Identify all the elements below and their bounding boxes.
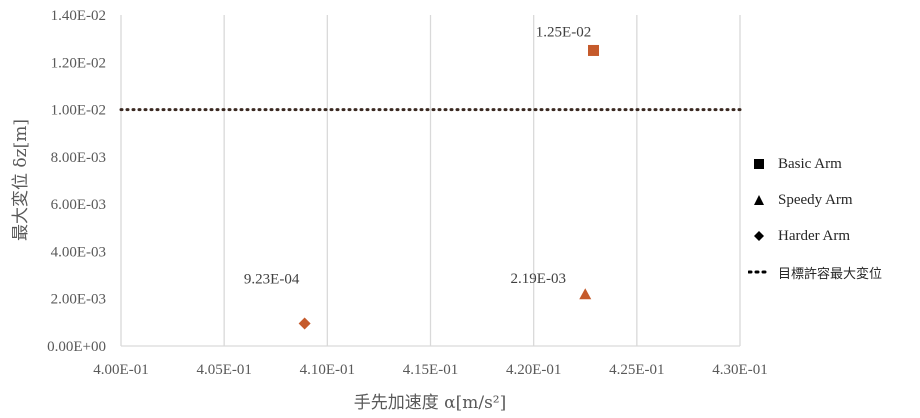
legend-item-speedy-arm: Speedy Arm <box>748 182 918 218</box>
x-tick-label: 4.15E-01 <box>403 362 458 378</box>
triangle-marker-icon <box>748 194 770 206</box>
square-marker-icon <box>748 158 770 170</box>
legend-label-harder-arm: Harder Arm <box>778 227 851 244</box>
data-label-harder-arm: 9.23E-04 <box>244 272 300 288</box>
legend: Basic Arm Speedy Arm Harder Arm 目標許容最大変位 <box>748 146 918 290</box>
y-tick-label: 1.00E-02 <box>51 103 106 119</box>
x-tick-label: 4.20E-01 <box>506 362 561 378</box>
x-tick-label: 4.30E-01 <box>712 362 767 378</box>
legend-label-basic-arm: Basic Arm <box>778 155 842 172</box>
data-label-basic-arm: 1.25E-02 <box>536 24 591 40</box>
y-tick-label: 1.20E-02 <box>51 55 106 71</box>
y-axis-title: 最大変位 δz[m] <box>11 119 31 241</box>
data-point-basic-arm <box>588 44 600 56</box>
y-tick-label: 6.00E-03 <box>51 197 106 213</box>
legend-item-basic-arm: Basic Arm <box>748 146 918 182</box>
y-tick-label: 4.00E-03 <box>51 244 106 260</box>
data-point-harder-arm <box>298 317 311 330</box>
data-points <box>298 44 600 330</box>
x-tick-label: 4.00E-01 <box>93 362 148 378</box>
x-axis-title: 手先加速度 α[m/s²] <box>354 393 507 413</box>
y-tick-label: 1.40E-02 <box>51 8 106 24</box>
x-tick-label: 4.25E-01 <box>609 362 664 378</box>
data-label-speedy-arm: 2.19E-03 <box>511 271 566 287</box>
legend-label-speedy-arm: Speedy Arm <box>778 191 853 208</box>
gridlines <box>223 15 741 346</box>
axes: 4.00E-01 4.05E-01 4.10E-01 4.15E-01 4.20E-01… <box>47 8 768 378</box>
data-point-speedy-arm <box>579 288 592 300</box>
data-labels: 1.25E-02 2.19E-03 9.23E-04 <box>244 24 591 287</box>
y-tick-label: 0.00E+00 <box>47 339 106 355</box>
diamond-marker-icon <box>748 230 770 242</box>
legend-label-reference-line: 目標許容最大変位 <box>778 266 883 282</box>
x-tick-label: 4.10E-01 <box>300 362 355 378</box>
legend-item-reference-line: 目標許容最大変位 <box>748 254 918 290</box>
dotted-line-icon <box>748 269 770 275</box>
y-tick-label: 2.00E-03 <box>51 292 106 308</box>
legend-item-harder-arm: Harder Arm <box>748 218 918 254</box>
x-tick-label: 4.05E-01 <box>196 362 251 378</box>
y-tick-label: 8.00E-03 <box>51 150 106 166</box>
